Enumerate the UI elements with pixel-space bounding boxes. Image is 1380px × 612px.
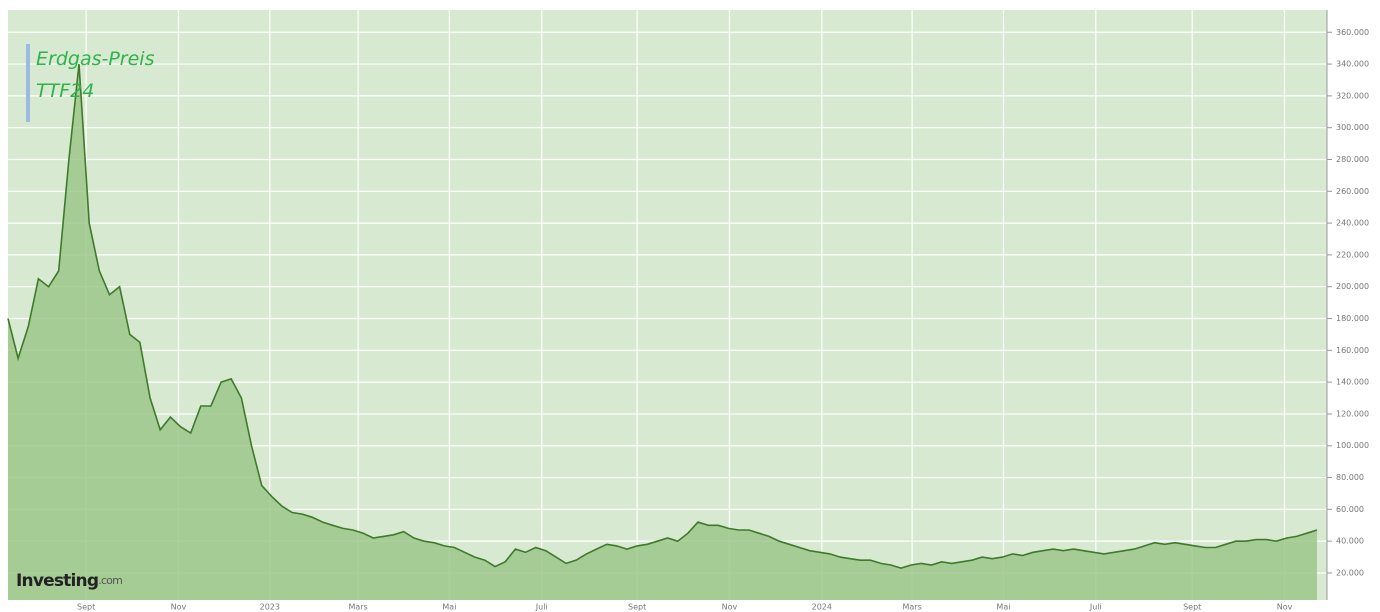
y-tick-label: 140.000: [1336, 378, 1369, 387]
y-tick-label: 200.000: [1336, 282, 1369, 291]
y-tick-label: 80.000: [1336, 473, 1364, 482]
y-tick-label: 340.000: [1336, 60, 1369, 69]
logo-suffix: com: [101, 574, 122, 587]
x-tick-label: Mars: [902, 603, 921, 612]
logo: Investing.com: [16, 571, 122, 591]
x-tick-label: Mars: [348, 603, 367, 612]
y-tick-label: 280.000: [1336, 155, 1369, 164]
x-tick-label: 2024: [812, 603, 832, 612]
y-tick-label: 20.000: [1336, 568, 1364, 577]
x-tick-label: Juli: [1089, 603, 1102, 612]
x-tick-label: 2023: [260, 603, 280, 612]
area-fill: [8, 64, 1317, 601]
logo-main: Investing: [16, 571, 98, 591]
y-tick-label: 180.000: [1336, 314, 1369, 323]
y-tick-label: 40.000: [1336, 537, 1364, 546]
y-tick-label: 160.000: [1336, 346, 1369, 355]
chart-title: Erdgas-Preis: [36, 48, 155, 70]
x-tick-label: Nov: [722, 603, 738, 612]
y-tick-label: 220.000: [1336, 250, 1369, 259]
y-tick-label: 100.000: [1336, 441, 1369, 450]
y-tick-label: 260.000: [1336, 187, 1369, 196]
y-tick-label: 300.000: [1336, 123, 1369, 132]
price-line: [7, 64, 1318, 570]
x-tick-label: Mai: [996, 603, 1010, 612]
x-tick-label: Nov: [1277, 603, 1293, 612]
y-tick-label: 320.000: [1336, 91, 1369, 100]
x-tick-label: Mai: [442, 603, 456, 612]
chart-subtitle: TTF24: [36, 80, 94, 102]
title-bar: [26, 44, 30, 122]
x-tick-label: Sept: [77, 603, 95, 612]
x-tick-label: Sept: [628, 603, 646, 612]
x-tick-label: Juli: [535, 603, 548, 612]
y-tick-label: 60.000: [1336, 505, 1364, 514]
y-tick-label: 240.000: [1336, 219, 1369, 228]
x-tick-label: Nov: [171, 603, 187, 612]
y-tick-label: 120.000: [1336, 409, 1369, 418]
y-tick-label: 360.000: [1336, 28, 1369, 37]
x-tick-label: Sept: [1183, 603, 1201, 612]
